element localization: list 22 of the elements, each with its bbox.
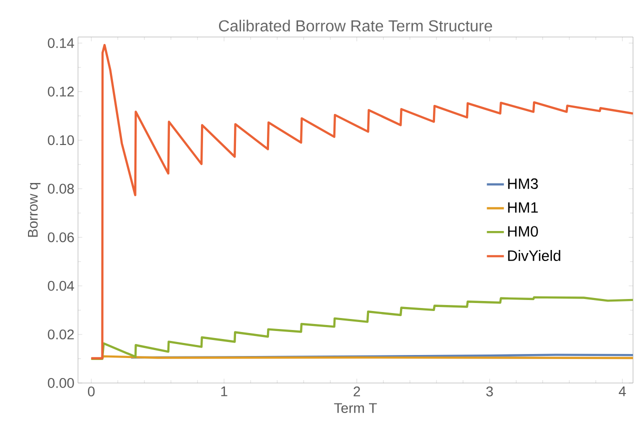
y-tick-label: 0.00 [48, 378, 74, 388]
y-tick-label: 0.08 [48, 184, 74, 194]
line-series [90, 296, 634, 360]
legend-label: HM0 [508, 226, 538, 237]
y-tick-label: 0.06 [48, 232, 74, 242]
y-tick-label: 0.04 [48, 280, 74, 291]
x-tick-label: 3 [486, 386, 493, 396]
legend-label: DivYield [508, 250, 560, 261]
y-tick-label: 0.10 [48, 135, 74, 146]
x-tick-label: 2 [354, 386, 360, 396]
y-tick-label: 0.12 [48, 86, 74, 97]
x-axis-title: Term T [334, 403, 377, 413]
y-tick-label: 0.14 [48, 38, 74, 48]
line-series [90, 44, 634, 360]
legend-label: HM1 [508, 202, 538, 213]
x-tick-label: 4 [618, 386, 626, 396]
y-tick-label: 0.02 [48, 329, 74, 340]
y-axis-title: Borrow q [28, 182, 40, 237]
x-tick-label: 0 [88, 386, 95, 396]
legend-label: HM3 [508, 178, 538, 189]
x-tick-label: 1 [221, 386, 228, 396]
chart-title: Calibrated Borrow Rate Term Structure [219, 20, 492, 32]
